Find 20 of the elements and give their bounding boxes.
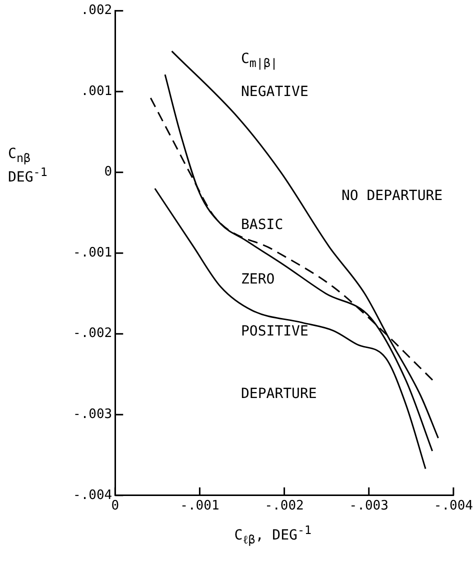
y-tick-label: .001 — [80, 84, 112, 99]
y-tick-label: -.004 — [72, 488, 112, 503]
y-tick-label: -.002 — [72, 326, 112, 342]
x-tick-label: -.003 — [349, 498, 388, 514]
y-axis-title: C$_{nβ}$ DEG$^{-1}$ — [8, 146, 48, 186]
x-tick-label: -.004 — [434, 498, 474, 514]
y-tick-label: -.003 — [72, 407, 112, 422]
series-label: ZERO — [240, 271, 275, 288]
x-axis-title: C$_{ℓβ}$, DEG$^{-1}$ — [234, 523, 312, 547]
y-tick-label: .002 — [80, 3, 112, 18]
annotation: NO DEPARTURE — [341, 188, 443, 204]
legend-title: C$_{m|β|}$ — [240, 51, 278, 70]
series-label: NEGATIVE — [240, 84, 308, 100]
x-tick-label: -.001 — [180, 498, 220, 514]
y-tick-label: 0 — [104, 164, 112, 180]
annotation: DEPARTURE — [240, 386, 317, 402]
x-tick-label: -.002 — [264, 498, 304, 514]
y-tick-label: -.001 — [72, 245, 112, 260]
series-label: POSITIVE — [240, 324, 308, 340]
series-label: BASIC — [240, 217, 284, 234]
